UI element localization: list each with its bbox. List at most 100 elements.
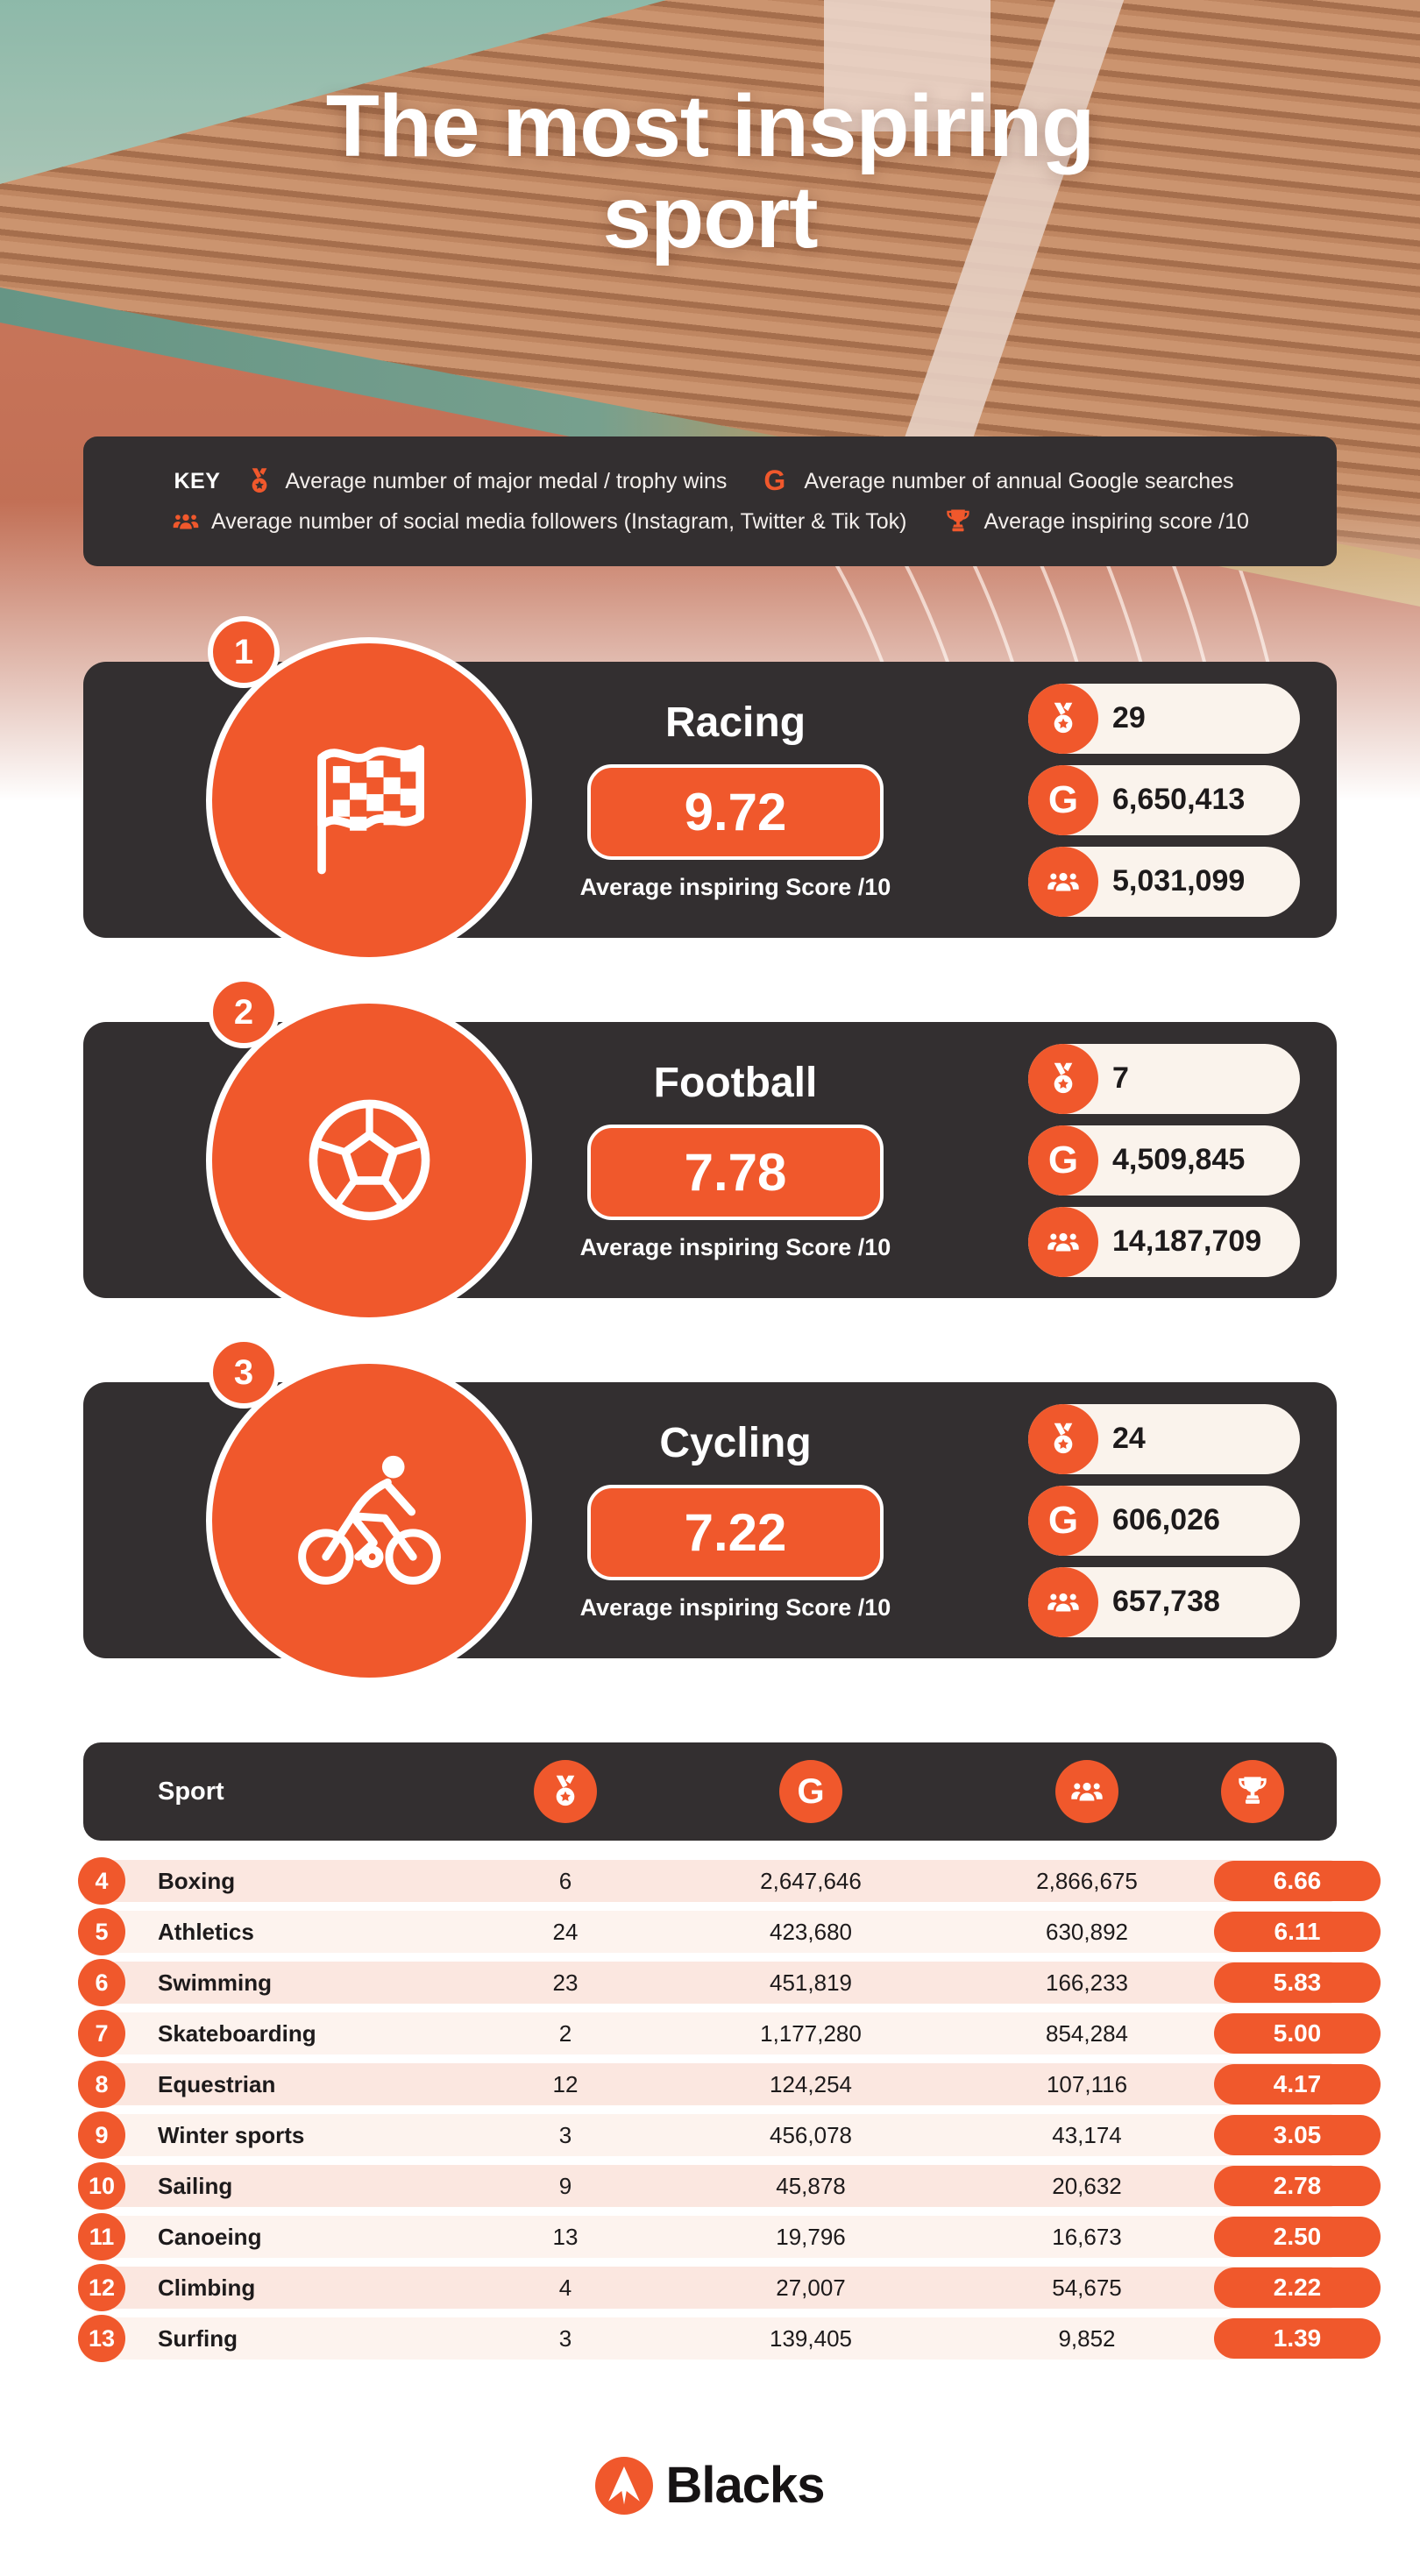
row-score-badge: 5.83 — [1214, 1962, 1381, 2003]
search-count: 606,026 — [1112, 1503, 1220, 1536]
row-score-badge: 5.00 — [1214, 2013, 1381, 2054]
medal-count: 24 — [1112, 1422, 1146, 1455]
medal-stat-pill: 7 — [1028, 1043, 1300, 1114]
row-rank-badge: 6 — [78, 1959, 125, 2006]
key-item-text: Average number of major medal / trophy w… — [285, 468, 728, 493]
row-followers: 166,233 — [1046, 1969, 1128, 1996]
row-score-badge: 1.39 — [1214, 2318, 1381, 2359]
table-row: 4 Boxing 6 2,647,646 2,866,675 6.66 — [78, 1857, 1381, 1905]
inspiring-score: 9.72 — [587, 764, 884, 860]
row-followers: 16,673 — [1052, 2223, 1122, 2250]
row-score-badge: 6.11 — [1214, 1912, 1381, 1952]
key-label: KEY — [174, 468, 221, 493]
score-caption: Average inspiring Score /10 — [579, 1594, 891, 1621]
search-count: 6,650,413 — [1112, 783, 1246, 816]
row-searches: 45,878 — [776, 2172, 846, 2199]
trophy-icon — [1221, 1760, 1284, 1823]
checkered-flag-icon — [316, 745, 424, 875]
medal-icon — [534, 1760, 597, 1823]
table-row: 8 Equestrian 12 124,254 107,116 4.17 — [78, 2061, 1381, 2108]
rank-badge: 1 — [208, 616, 280, 688]
medal-icon — [1028, 1043, 1098, 1114]
row-sport: Surfing — [158, 2324, 238, 2352]
row-searches: 451,819 — [770, 1969, 852, 1996]
row-rank-badge: 13 — [78, 2315, 125, 2362]
sport-card-racing: 1 Racing 9.72 — [83, 616, 1337, 963]
follower-count: 5,031,099 — [1112, 864, 1246, 898]
table-row: 9 Winter sports 3 456,078 43,174 3.05 — [78, 2111, 1381, 2159]
row-rank-badge: 7 — [78, 2010, 125, 2057]
sport-name: Cycling — [659, 1420, 812, 1466]
medal-count: 29 — [1112, 701, 1146, 734]
table-row: 10 Sailing 9 45,878 20,632 2.78 — [78, 2162, 1381, 2210]
row-rank-badge: 12 — [78, 2264, 125, 2311]
cyclist-icon — [297, 1455, 441, 1585]
row-medals: 12 — [552, 2070, 579, 2097]
key-item-text: Average number of social media followers… — [211, 508, 907, 534]
row-medals: 2 — [558, 2019, 572, 2047]
medal-icon — [1028, 683, 1098, 754]
google-icon: G — [1028, 1125, 1098, 1196]
table-rows: 4 Boxing 6 2,647,646 2,866,675 6.66 5 At… — [78, 1857, 1381, 2362]
table-header: Sport G — [83, 1742, 1337, 1841]
row-rank-badge: 8 — [78, 2061, 125, 2108]
rank-badge: 2 — [208, 976, 280, 1048]
football-icon — [309, 1099, 430, 1221]
table-row: 6 Swimming 23 451,819 166,233 5.83 — [78, 1959, 1381, 2006]
table-row: 5 Athletics 24 423,680 630,892 6.11 — [78, 1908, 1381, 1955]
medal-icon — [1028, 1403, 1098, 1474]
score-caption: Average inspiring Score /10 — [579, 874, 891, 900]
row-sport: Sailing — [158, 2172, 233, 2199]
sport-card-cycling: 3 Cycling 7.22 Average inspiri — [83, 1337, 1337, 1684]
google-stat-pill: G 6,650,413 — [1028, 764, 1300, 835]
blacks-logo-icon — [595, 2456, 654, 2515]
google-icon: G — [763, 465, 786, 496]
score-caption: Average inspiring Score /10 — [579, 1234, 891, 1260]
rank-badge: 3 — [208, 1337, 280, 1409]
sport-name: Racing — [664, 699, 806, 746]
row-medals: 13 — [552, 2223, 579, 2250]
sport-name: Football — [653, 1060, 818, 1106]
row-followers: 9,852 — [1058, 2324, 1116, 2352]
column-header-sport: Sport — [158, 1777, 224, 1806]
row-searches: 124,254 — [770, 2070, 852, 2097]
inspiring-score: 7.22 — [587, 1485, 884, 1580]
followers-stat-pill: 657,738 — [1028, 1566, 1300, 1637]
row-score-badge: 3.05 — [1214, 2115, 1381, 2155]
google-icon: G — [1028, 764, 1098, 835]
key-legend: KEY Average number of major medal / trop… — [83, 436, 1337, 566]
row-rank-badge: 11 — [78, 2213, 125, 2260]
row-searches: 2,647,646 — [760, 1867, 862, 1894]
sport-icon-circle — [206, 1357, 532, 1684]
table-row: 13 Surfing 3 139,405 9,852 1.39 — [78, 2315, 1381, 2362]
followers-stat-pill: 5,031,099 — [1028, 846, 1300, 917]
row-sport: Swimming — [158, 1969, 273, 1996]
row-followers: 20,632 — [1052, 2172, 1122, 2199]
social-followers-icon — [171, 507, 201, 536]
page-title: The most inspiring sport — [0, 81, 1420, 263]
row-sport: Winter sports — [158, 2121, 305, 2148]
page-title-line2: sport — [602, 168, 819, 266]
row-sport: Boxing — [158, 1867, 236, 1894]
row-rank-badge: 9 — [78, 2111, 125, 2159]
google-icon: G — [779, 1760, 842, 1823]
row-followers: 54,675 — [1052, 2274, 1122, 2301]
social-followers-icon — [1055, 1760, 1118, 1823]
row-sport: Equestrian — [158, 2070, 276, 2097]
row-followers: 43,174 — [1052, 2121, 1122, 2148]
row-rank-badge: 4 — [78, 1857, 125, 1905]
followers-stat-pill: 14,187,709 — [1028, 1206, 1300, 1277]
follower-count: 657,738 — [1112, 1585, 1220, 1618]
ranking-table: Sport G 4 Boxing 6 2,647,646 2,866,675 6… — [78, 1742, 1381, 2362]
trophy-icon — [943, 507, 973, 536]
social-followers-icon — [1028, 846, 1098, 917]
row-sport: Climbing — [158, 2274, 256, 2301]
row-rank-badge: 5 — [78, 1908, 125, 1955]
row-followers: 854,284 — [1046, 2019, 1128, 2047]
row-medals: 3 — [558, 2324, 572, 2352]
search-count: 4,509,845 — [1112, 1143, 1246, 1176]
social-followers-icon — [1028, 1566, 1098, 1637]
social-followers-icon — [1028, 1206, 1098, 1277]
row-sport: Athletics — [158, 1918, 254, 1945]
